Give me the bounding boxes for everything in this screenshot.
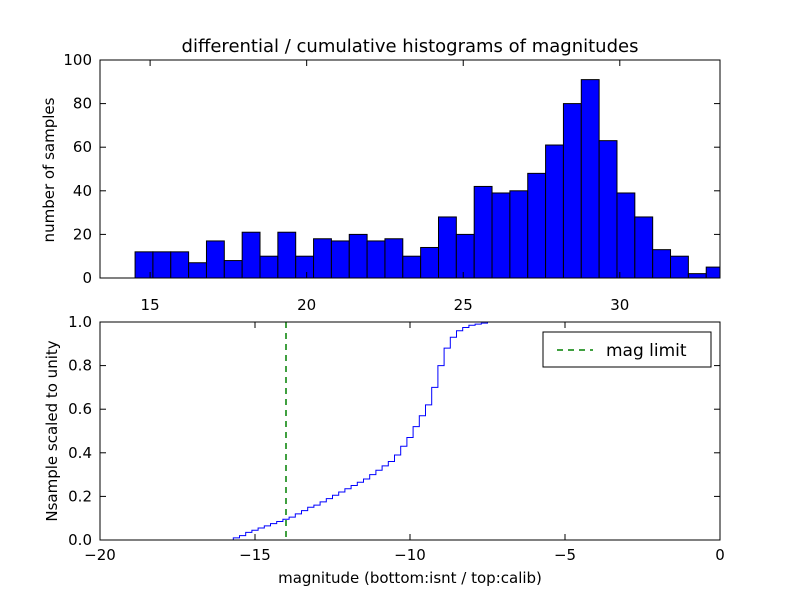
chart-title: differential / cumulative histograms of … [182, 36, 639, 57]
bottom-x-ticks: −20 −15 −10 −5 0 [84, 322, 725, 564]
histogram-bar [295, 255, 315, 279]
x-tick-label: −5 [554, 546, 576, 564]
histogram-bar [205, 240, 225, 279]
histogram-bar [598, 140, 618, 279]
x-tick-label: 15 [141, 296, 160, 314]
x-tick-label: 25 [454, 296, 473, 314]
histogram-bar [223, 260, 243, 279]
histogram-bar [241, 231, 261, 279]
histogram-bar [437, 216, 457, 279]
x-tick-label: 30 [610, 296, 629, 314]
histogram-bar [420, 246, 439, 279]
y-tick-label: 0.4 [68, 444, 92, 462]
histogram-bar [473, 185, 493, 279]
histogram-bar [188, 262, 207, 279]
x-tick-label: −10 [394, 546, 426, 564]
histogram-bar [670, 255, 689, 279]
top-plot-frame [99, 59, 721, 279]
bottom-x-axis-label: magnitude (bottom:isnt / top:calib) [278, 569, 542, 587]
histogram-bar [152, 251, 172, 279]
differential-histogram-panel: differential / cumulative histograms of … [40, 36, 721, 314]
histogram-bar [330, 240, 350, 279]
y-tick-label: 0.8 [68, 357, 92, 375]
x-tick-label: 0 [715, 546, 725, 564]
top-x-ticks: 15 20 25 30 [141, 60, 629, 314]
histogram-bar [527, 172, 547, 279]
histogram-bar [580, 79, 600, 279]
histogram-bars [134, 79, 721, 279]
histogram-bar [384, 238, 404, 279]
histogram-bar [402, 255, 422, 279]
histogram-bar [652, 249, 672, 279]
y-tick-label: 60 [73, 138, 92, 156]
x-tick-label: −15 [239, 546, 271, 564]
y-tick-label: 100 [63, 51, 92, 69]
bottom-plot-frame [99, 321, 721, 541]
y-tick-label: 0.2 [68, 487, 92, 505]
histogram-bar [366, 240, 386, 279]
top-y-axis-label: number of samples [40, 97, 58, 242]
histogram-bar [277, 231, 297, 279]
y-tick-label: 80 [73, 95, 92, 113]
bottom-y-ticks: 0.0 0.2 0.4 0.6 0.8 1.0 [68, 313, 720, 549]
y-tick-label: 0.6 [68, 400, 92, 418]
legend-mag-limit-label: mag limit [606, 341, 687, 361]
histogram-bar [313, 238, 332, 279]
legend: mag limit [542, 331, 712, 368]
y-tick-label: 20 [73, 225, 92, 243]
top-y-ticks: 0 20 40 60 80 100 [63, 51, 720, 287]
y-tick-label: 40 [73, 182, 92, 200]
histogram-bar [545, 144, 564, 279]
bottom-y-axis-label: Nsample scaled to unity [43, 340, 61, 521]
histogram-bar [170, 251, 190, 279]
y-tick-label: 0.0 [68, 531, 92, 549]
x-tick-label: 20 [297, 296, 316, 314]
histogram-bar [509, 190, 529, 279]
histogram-bar [491, 192, 511, 279]
histogram-bar [259, 255, 279, 279]
y-tick-label: 1.0 [68, 313, 92, 331]
cumulative-lines [100, 321, 721, 541]
histogram-bar [687, 273, 707, 279]
histogram-bar [634, 216, 654, 279]
histogram-bar [562, 103, 582, 279]
histogram-bar [705, 266, 721, 279]
histogram-bar [348, 233, 368, 279]
cumulative-step-line [100, 321, 721, 541]
histogram-bar [455, 233, 475, 279]
histogram-bar [616, 192, 636, 279]
x-tick-label: −20 [84, 546, 116, 564]
y-tick-label: 0 [82, 269, 92, 287]
cumulative-histogram-panel: Nsample scaled to unity magnitude (botto… [43, 313, 725, 587]
